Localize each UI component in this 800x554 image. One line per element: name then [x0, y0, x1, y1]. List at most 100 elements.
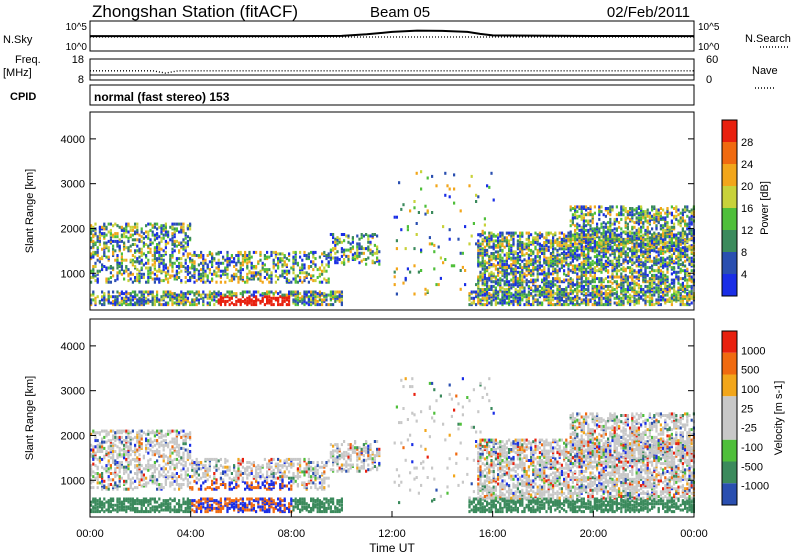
heatmap-cell	[655, 273, 658, 277]
heatmap-cell	[642, 214, 645, 218]
heatmap-cell	[109, 232, 112, 236]
heatmap-cell	[186, 227, 189, 231]
heatmap-cell	[169, 260, 172, 264]
heatmap-cell	[497, 278, 500, 282]
heatmap-cell	[655, 246, 658, 250]
heatmap-cell	[684, 249, 687, 253]
heatmap-cell	[296, 303, 299, 307]
heatmap-cell	[169, 298, 172, 302]
heatmap-cell	[648, 286, 651, 290]
heatmap-cell	[602, 231, 605, 235]
heatmap-cell	[116, 290, 119, 294]
heatmap-cell	[637, 292, 640, 296]
heatmap-cell	[578, 241, 581, 245]
heatmap-cell	[578, 267, 581, 271]
heatmap-cell	[351, 236, 354, 240]
heatmap-cell	[629, 298, 632, 302]
heatmap-cell	[624, 280, 627, 284]
heatmap-cell	[646, 253, 649, 257]
heatmap-cell	[98, 299, 101, 303]
heatmap-cell	[314, 279, 317, 283]
heatmap-cell	[281, 301, 284, 305]
heatmap-cell	[186, 265, 189, 268]
heatmap-cell	[580, 266, 583, 270]
heatmap-cell	[624, 292, 627, 296]
heatmap-cell	[576, 253, 579, 257]
heatmap-cell	[292, 301, 295, 305]
heatmap-cell	[167, 266, 170, 270]
heatmap-cell	[626, 288, 629, 291]
heatmap-cell	[618, 221, 621, 225]
heatmap-cell	[116, 266, 119, 270]
heatmap-cell	[620, 247, 623, 251]
heatmap-cell	[129, 235, 132, 239]
heatmap-cell	[334, 251, 337, 255]
heatmap-cell	[510, 267, 513, 271]
heatmap-cell	[596, 269, 599, 273]
heatmap-cell	[598, 298, 601, 302]
heatmap-cell	[549, 301, 552, 305]
heatmap-cell	[554, 231, 557, 235]
heatmap-cell	[648, 277, 651, 281]
heatmap-cell	[508, 280, 511, 284]
heatmap-cell	[483, 281, 486, 285]
heatmap-cell	[281, 257, 284, 261]
heatmap-cell	[677, 213, 680, 217]
heatmap-cell	[587, 266, 590, 270]
heatmap-cell	[494, 298, 497, 302]
heatmap-cell	[635, 236, 638, 240]
heatmap-cell	[160, 224, 163, 228]
heatmap-cell	[527, 299, 530, 303]
heatmap-cell	[505, 272, 508, 276]
heatmap-cell	[307, 298, 310, 302]
heatmap-cell	[580, 267, 583, 271]
heatmap-cell	[532, 261, 535, 265]
heatmap-cell	[653, 278, 656, 282]
heatmap-cell	[136, 249, 139, 253]
heatmap-cell	[292, 260, 295, 264]
heatmap-cell	[107, 222, 110, 226]
heatmap-cell	[483, 259, 486, 263]
heatmap-cell	[664, 221, 667, 225]
colorbar-swatch	[722, 252, 737, 274]
heatmap-cell	[261, 296, 264, 300]
heatmap-cell	[494, 296, 497, 300]
heatmap-cell	[633, 235, 636, 239]
heatmap-cell	[530, 278, 533, 282]
heatmap-cell	[587, 252, 590, 255]
heatmap-cell	[532, 236, 535, 240]
heatmap-cell	[686, 292, 689, 296]
heatmap-cell	[653, 269, 656, 273]
heatmap-cell	[613, 256, 616, 260]
heatmap-cell	[514, 231, 517, 235]
heatmap-cell	[547, 263, 550, 266]
heatmap-cell	[644, 252, 647, 255]
heatmap-cell	[558, 267, 561, 271]
heatmap-cell	[563, 247, 566, 251]
heatmap-cell	[618, 252, 621, 255]
heatmap-cell	[648, 244, 651, 248]
heatmap-cell	[494, 301, 497, 305]
heatmap-cell	[626, 231, 629, 235]
heatmap-cell	[538, 303, 541, 307]
heatmap-cell	[541, 303, 544, 307]
heatmap-cell	[541, 293, 544, 297]
heatmap-cell	[673, 247, 676, 251]
heatmap-cell	[681, 237, 684, 241]
heatmap-cell	[217, 301, 220, 305]
heatmap-cell	[532, 252, 535, 255]
heatmap-cell	[477, 277, 480, 281]
heatmap-cell	[574, 296, 577, 300]
heatmap-cell	[547, 292, 550, 296]
heatmap-cell	[307, 295, 310, 299]
heatmap-cell	[690, 292, 693, 296]
heatmap-cell	[591, 231, 594, 235]
heatmap-cell	[167, 235, 170, 239]
heatmap-cell	[153, 222, 156, 226]
heatmap-cell	[534, 231, 537, 235]
heatmap-cell	[644, 243, 647, 246]
heatmap-cell	[448, 237, 451, 241]
heatmap-cell	[114, 295, 117, 299]
heatmap-cell	[591, 270, 594, 274]
heatmap-cell	[602, 221, 605, 225]
